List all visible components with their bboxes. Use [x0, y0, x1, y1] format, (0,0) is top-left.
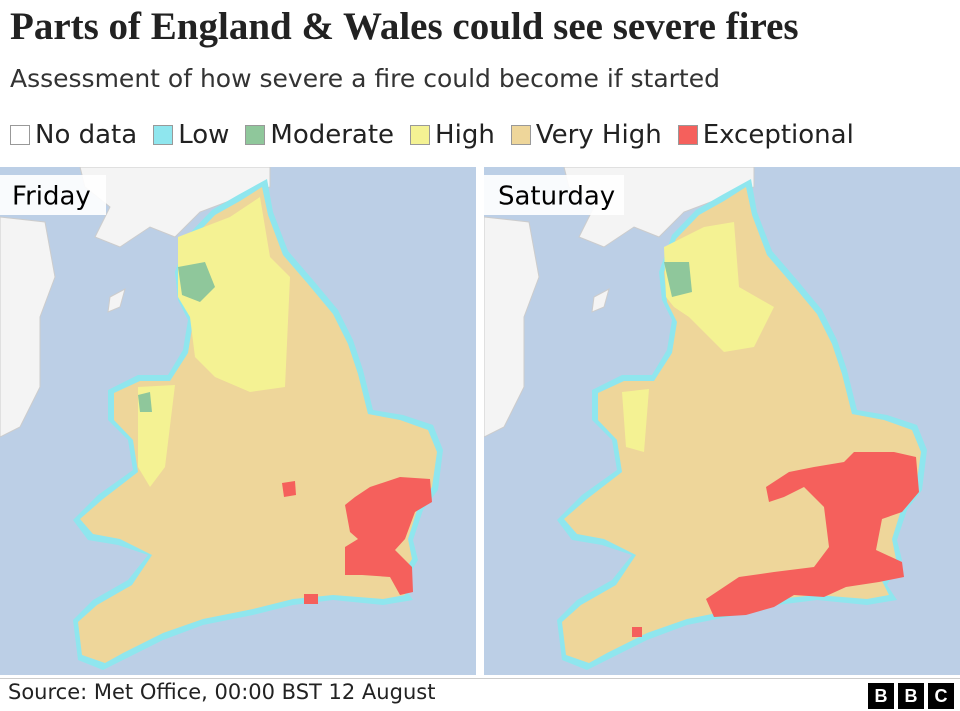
risk-area [664, 262, 692, 297]
risk-area [345, 477, 432, 595]
risk-area [304, 594, 318, 604]
panel-label: Friday [12, 182, 91, 212]
logo-letter: B [898, 683, 924, 709]
source: Source: Met Office, 00:00 BST 12 August [8, 680, 436, 704]
risk-area [138, 392, 152, 412]
legend-label: High [435, 120, 495, 150]
legend-item: Moderate [245, 120, 394, 150]
risk-area [622, 389, 649, 452]
legend-item: Exceptional [677, 120, 854, 150]
logo-letter: B [868, 683, 894, 709]
risk-area [178, 197, 290, 392]
footer: Source: Met Office, 00:00 BST 12 August … [0, 678, 960, 711]
risk-area [664, 222, 774, 352]
map-panel: Saturday [484, 167, 960, 675]
legend-swatch [153, 125, 174, 145]
legend-swatch [677, 125, 698, 145]
logo-letter: C [928, 683, 954, 709]
risk-area [706, 452, 919, 617]
risk-area [632, 627, 642, 637]
legend-label: Exceptional [702, 120, 854, 150]
panel-label: Saturday [498, 182, 615, 212]
map-panel: Friday [0, 167, 476, 675]
maps: Friday Saturday [0, 167, 960, 675]
legend-label: No data [35, 120, 138, 150]
legend-swatch [410, 125, 431, 145]
legend-label: Low [178, 120, 230, 150]
risk-area [282, 481, 296, 497]
legend-label: Moderate [270, 120, 395, 150]
title: Parts of England & Wales could see sever… [10, 5, 799, 48]
legend: No data Low Moderate High Very High Exception… [10, 120, 854, 150]
legend-item: Very High [510, 120, 662, 150]
legend-swatch [245, 125, 266, 145]
legend-item: No data [10, 120, 137, 150]
legend-item: Low [153, 120, 229, 150]
subtitle: Assessment of how severe a fire could be… [10, 64, 720, 93]
legend-swatch [510, 125, 531, 145]
legend-item: High [410, 120, 495, 150]
risk-area [178, 262, 215, 302]
legend-swatch [10, 125, 30, 145]
legend-label: Very High [535, 120, 662, 150]
